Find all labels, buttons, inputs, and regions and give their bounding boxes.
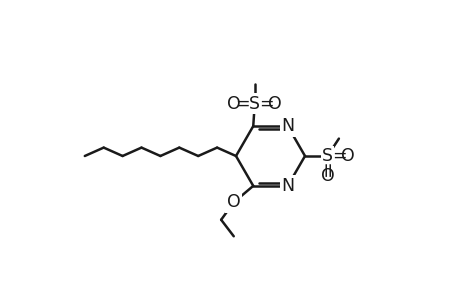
- Text: =: =: [331, 147, 346, 165]
- Text: O: O: [320, 167, 334, 185]
- Text: O: O: [226, 194, 240, 211]
- Text: S: S: [321, 147, 332, 165]
- Text: =: =: [259, 94, 274, 112]
- Text: =: =: [317, 160, 336, 176]
- Text: S: S: [249, 94, 260, 112]
- Text: O: O: [227, 94, 241, 112]
- Text: O: O: [268, 94, 281, 112]
- Text: N: N: [280, 177, 294, 195]
- Text: N: N: [280, 117, 294, 135]
- Text: O: O: [340, 147, 354, 165]
- Text: =: =: [235, 94, 250, 112]
